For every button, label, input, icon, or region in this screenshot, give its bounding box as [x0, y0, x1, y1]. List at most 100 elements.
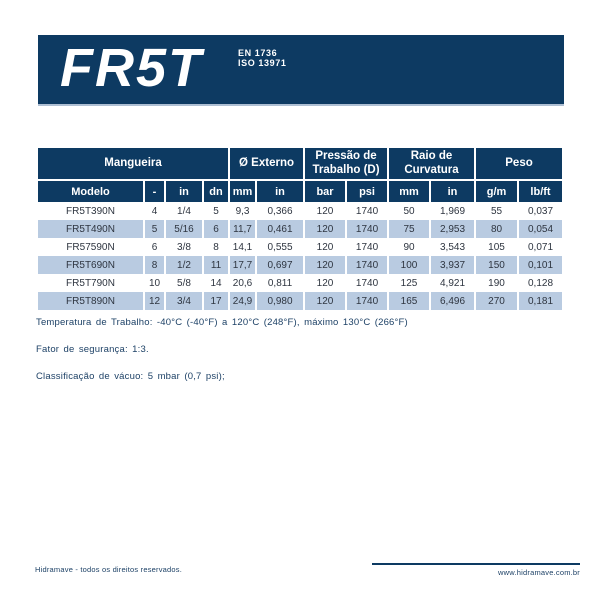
cell: 1/4 [166, 202, 204, 220]
cell: 100 [389, 256, 432, 274]
cell: 17 [204, 292, 231, 310]
cell-modelo: FR57590N [38, 238, 145, 256]
col-dn: dn [204, 181, 231, 202]
cell: 8 [204, 238, 231, 256]
cell: 1/2 [166, 256, 204, 274]
cell: 5/8 [166, 274, 204, 292]
cell: 120 [305, 256, 348, 274]
col-dash: - [145, 181, 166, 202]
footer-rule [372, 563, 580, 565]
col-lbft: lb/ft [519, 181, 563, 202]
cell: 4,921 [431, 274, 477, 292]
copyright-text: Hidramave - todos os direitos reservados… [35, 565, 183, 574]
cell: 8 [145, 256, 166, 274]
cell: 80 [476, 220, 520, 238]
cell: 55 [476, 202, 520, 220]
cell: 0,037 [519, 202, 563, 220]
table-row: FR5T790N 10 5/8 14 20,6 0,811 120 1740 1… [38, 274, 563, 292]
note-classificacao-vacuo: Classificação de vácuo: 5 mbar (0,7 psi)… [36, 371, 225, 382]
cell: 0,071 [519, 238, 563, 256]
cell: 105 [476, 238, 520, 256]
note-fator-seguranca: Fator de segurança: 1:3. [36, 344, 149, 355]
group-diametro-externo: Ø Externo [230, 148, 306, 181]
table-group-header-row: Mangueira Ø Externo Pressão de Trabalho … [38, 148, 563, 181]
cell: 0,366 [257, 202, 306, 220]
cell: 0,101 [519, 256, 563, 274]
standard-en: EN 1736 [238, 48, 278, 58]
col-mm-ext: mm [230, 181, 258, 202]
group-raio-curvatura: Raio de Curvatura [389, 148, 477, 181]
table-row: FR5T890N 12 3/4 17 24,9 0,980 120 1740 1… [38, 292, 563, 310]
cell: 10 [145, 274, 166, 292]
group-pressao-trabalho: Pressão de Trabalho (D) [305, 148, 390, 181]
table-subheader-row: Modelo - in dn mm in bar psi mm in g/m l… [38, 181, 563, 202]
cell: 3,937 [431, 256, 477, 274]
table-row: FR57590N 6 3/8 8 14,1 0,555 120 1740 90 … [38, 238, 563, 256]
cell: 6 [204, 220, 231, 238]
col-in-raio: in [431, 181, 477, 202]
group-peso: Peso [476, 148, 563, 181]
cell: 1740 [347, 292, 390, 310]
cell: 270 [476, 292, 520, 310]
cell: 2,953 [431, 220, 477, 238]
cell: 0,054 [519, 220, 563, 238]
cell: 0,811 [257, 274, 306, 292]
cell-modelo: FR5T390N [38, 202, 145, 220]
cell-modelo: FR5T790N [38, 274, 145, 292]
cell: 11,7 [230, 220, 258, 238]
cell: 120 [305, 238, 348, 256]
cell: 1740 [347, 220, 390, 238]
cell: 190 [476, 274, 520, 292]
cell-modelo: FR5T690N [38, 256, 145, 274]
cell: 1,969 [431, 202, 477, 220]
col-in-ext: in [257, 181, 306, 202]
col-mm-raio: mm [389, 181, 432, 202]
cell: 90 [389, 238, 432, 256]
cell: 17,7 [230, 256, 258, 274]
website-url: www.hidramave.com.br [498, 568, 580, 577]
table-row: FR5T490N 5 5/16 6 11,7 0,461 120 1740 75… [38, 220, 563, 238]
cell: 50 [389, 202, 432, 220]
note-temperatura: Temperatura de Trabalho: -40°C (-40°F) a… [36, 317, 408, 328]
cell: 5/16 [166, 220, 204, 238]
col-modelo: Modelo [38, 181, 145, 202]
group-mangueira: Mangueira [38, 148, 231, 181]
cell: 9,3 [230, 202, 258, 220]
brand-band: FR5T EN 1736 ISO 13971 [38, 35, 564, 106]
standards-block: EN 1736 ISO 13971 [238, 48, 286, 68]
cell-modelo: FR5T490N [38, 220, 145, 238]
cell: 120 [305, 202, 348, 220]
cell: 0,128 [519, 274, 563, 292]
product-title: FR5T [60, 38, 203, 98]
cell: 0,697 [257, 256, 306, 274]
cell: 0,181 [519, 292, 563, 310]
cell: 24,9 [230, 292, 258, 310]
cell: 3,543 [431, 238, 477, 256]
table-row: FR5T390N 4 1/4 5 9,3 0,366 120 1740 50 1… [38, 202, 563, 220]
cell: 3/8 [166, 238, 204, 256]
col-gm: g/m [476, 181, 520, 202]
cell: 0,980 [257, 292, 306, 310]
standard-iso: ISO 13971 [238, 58, 287, 68]
cell: 120 [305, 220, 348, 238]
table-row: FR5T690N 8 1/2 11 17,7 0,697 120 1740 10… [38, 256, 563, 274]
col-psi: psi [347, 181, 390, 202]
cell: 125 [389, 274, 432, 292]
spec-table: Mangueira Ø Externo Pressão de Trabalho … [38, 148, 563, 310]
cell: 5 [145, 220, 166, 238]
cell: 75 [389, 220, 432, 238]
cell: 120 [305, 292, 348, 310]
cell: 120 [305, 274, 348, 292]
col-in: in [166, 181, 204, 202]
cell: 6 [145, 238, 166, 256]
cell: 1740 [347, 202, 390, 220]
cell: 150 [476, 256, 520, 274]
cell: 165 [389, 292, 432, 310]
notes-block: Temperatura de Trabalho: -40°C (-40°F) a… [36, 309, 408, 390]
cell: 6,496 [431, 292, 477, 310]
cell: 14,1 [230, 238, 258, 256]
cell: 4 [145, 202, 166, 220]
cell: 11 [204, 256, 231, 274]
cell: 1740 [347, 238, 390, 256]
